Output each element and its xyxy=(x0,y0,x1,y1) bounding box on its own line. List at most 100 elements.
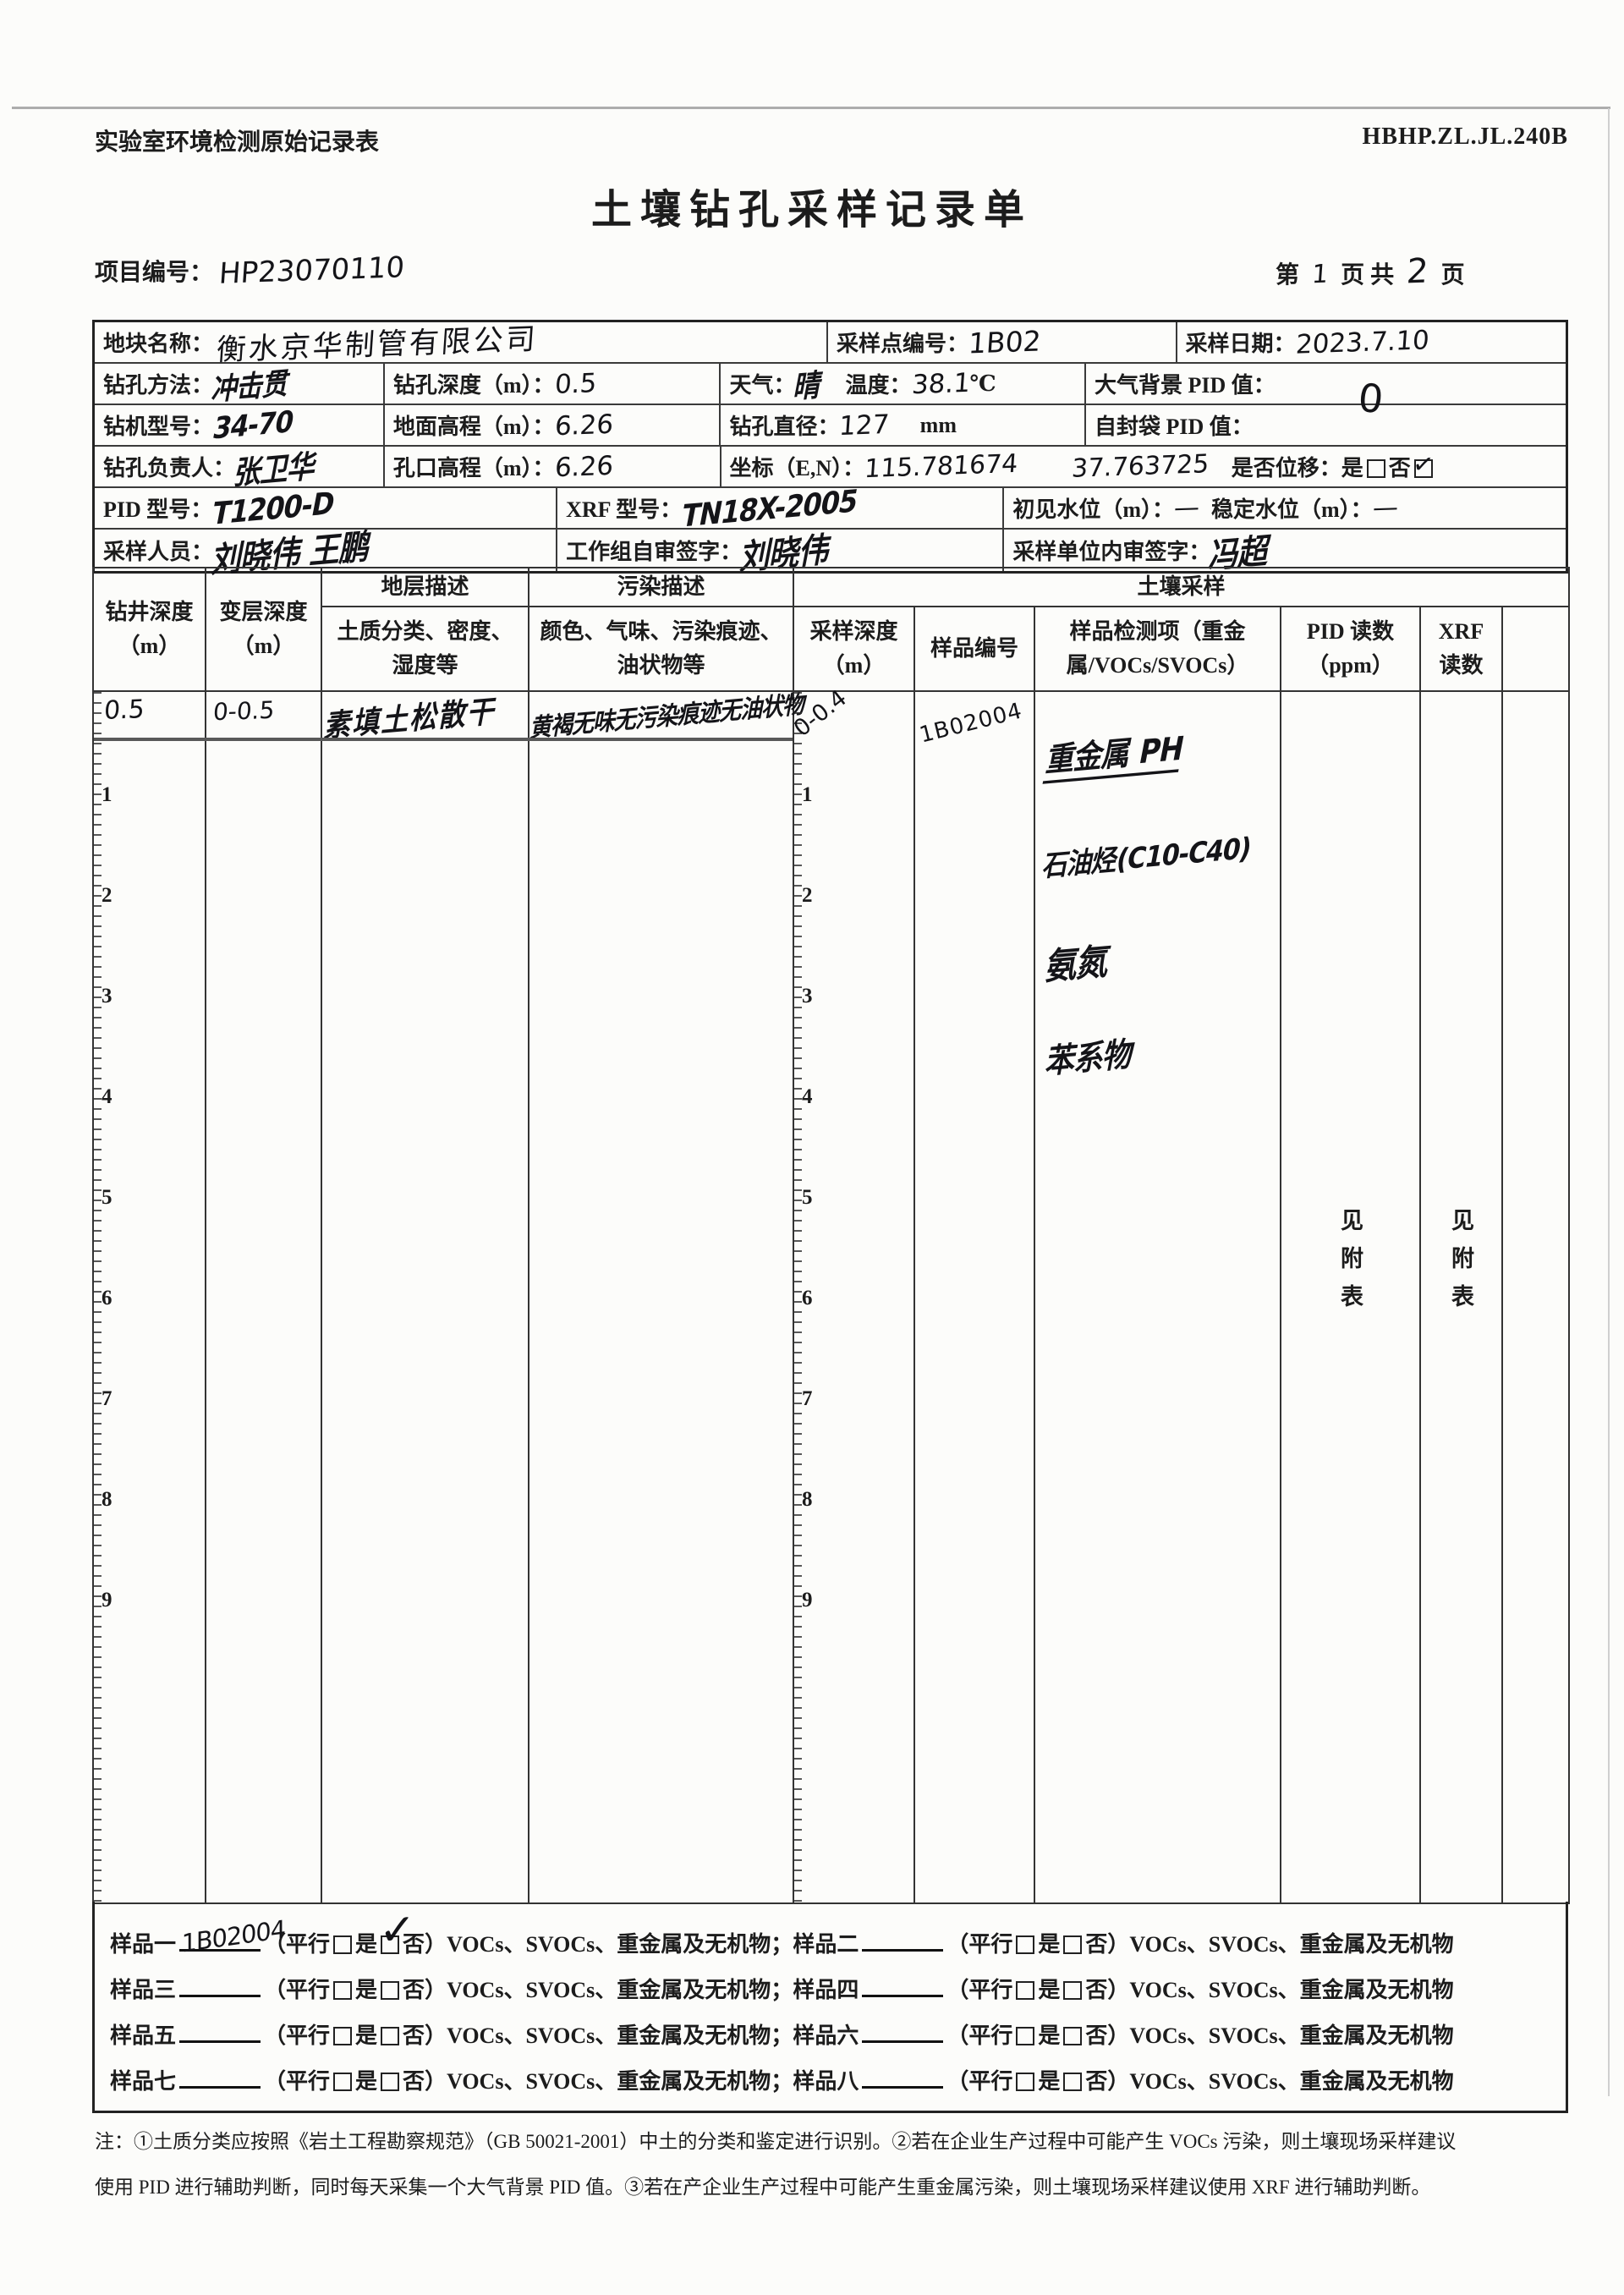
pid-model-cell: PID 型号： T1200-D xyxy=(95,485,558,531)
displacement-no-checkbox: ✓ xyxy=(1410,448,1435,480)
displacement-yes-checkbox xyxy=(1366,459,1385,478)
ground-elevation-cell: 地面高程（m）： 6.26 xyxy=(385,405,721,445)
drill-depth-value: 0.5 xyxy=(553,367,598,400)
footnote-line-2: 使用 PID 进行辅助判断，同时每天采集一个大气背景 PID 值。③若在产企业生… xyxy=(95,2177,1431,2198)
sample-7-parallel-no-checkbox xyxy=(381,2073,400,2091)
scan-artifact-top-line xyxy=(12,107,1610,109)
col-header-pollution-detail: 颜色、气味、污染痕迹、油状物等 xyxy=(528,606,794,692)
site-info-table: 地块名称： 衡水京华制管有限公司 采样点编号： 1B02 采样日期： 2023.… xyxy=(92,320,1568,580)
sample-3-parallel-yes-checkbox xyxy=(333,1981,353,2000)
drill-lead-cell: 钻孔负责人： 张卫华 xyxy=(95,447,385,491)
sample-date-cell: 采样日期： 2023.7.10 xyxy=(1185,324,1430,360)
sampling-grid: 钻井深度（m） 变层深度（m） 地层描述 污染描述 土壤采样 土质分类、密度、湿… xyxy=(92,567,1571,1904)
coordinate-e-value: 115.781674 xyxy=(863,448,1019,485)
test-item-4: 苯系物 xyxy=(1042,1035,1137,1082)
first-water-value: — xyxy=(1172,492,1201,524)
coordinate-n-value: 37.763725 xyxy=(1071,449,1210,484)
sample-5-parallel-no-checkbox xyxy=(381,2027,400,2045)
samplers-cell: 采样人员： 刘晓伟 王鹏 xyxy=(95,527,558,580)
hole-elevation-cell: 孔口高程（m）： 6.26 xyxy=(385,447,721,486)
xrf-reading-entry: 见附表 xyxy=(1448,1208,1473,1322)
sample-4-parallel-no-checkbox xyxy=(1063,1981,1083,2000)
atm-pid-cell: 大气背景 PID 值： 0 xyxy=(1094,373,1386,423)
project-number-value: HP23070110 xyxy=(217,250,406,291)
sample-date-value: 2023.7.10 xyxy=(1294,324,1430,360)
layer-depth-entry: 0-0.5 xyxy=(211,695,276,727)
layer-boundary-line xyxy=(94,738,793,741)
scan-artifact-right-line xyxy=(1608,108,1610,2096)
pid-reading-column: 见附表 xyxy=(1280,690,1421,1904)
test-item-2: 石油烃(C10-C40) xyxy=(1040,832,1254,884)
samples-checklist: 样品一 1B02004 （平行是 ✓ 否）VOCs、SVOCs、重金属及无机物；样品二（… xyxy=(92,1902,1568,2113)
page-indicator: 第 1 页 共 2 页 xyxy=(1276,251,1465,292)
sample-8-blank xyxy=(862,2064,944,2089)
sample-8-parallel-no-checkbox xyxy=(1063,2073,1083,2091)
checkmark: ✓ xyxy=(1410,448,1436,481)
drill-depth-entry: 0.5 xyxy=(102,695,145,726)
col-header-soil-sampling: 土壤采样 xyxy=(792,567,1571,607)
info-row-3: 钻机型号： 34-70 地面高程（m）： 6.26 钻孔直径： 127 mm 自… xyxy=(95,404,1566,447)
col-header-xrf-reading: XRF 读数 xyxy=(1419,606,1503,692)
pollution-column: 黄褐无味无污染痕迹无油状物 xyxy=(528,690,808,1904)
col-header-blank xyxy=(1501,606,1571,692)
sample-6-blank xyxy=(862,2018,944,2043)
sample-3-blank xyxy=(179,1973,261,1997)
sample-point-cell: 采样点编号： 1B02 xyxy=(828,322,1177,362)
col-header-layer-depth: 变层深度（m） xyxy=(205,567,322,692)
hole-diameter-cell: 钻孔直径： 127 mm xyxy=(721,405,1086,445)
sample-3-parallel-no-checkbox xyxy=(381,1981,400,2000)
test-items-column: 重金属 PH 石油烃(C10-C40) 氨氮 苯系物 xyxy=(1034,690,1281,1904)
form-code: HBHP.ZL.JL.240B xyxy=(1362,124,1568,150)
stable-water-value: — xyxy=(1371,492,1399,524)
project-number: 项目编号： HP23070110 xyxy=(95,250,405,291)
footnote-line-1: 注：①土质分类应按照《岩土工程勘察规范》（GB 50021-2001）中土的分类… xyxy=(95,2131,1457,2152)
page-total: 2 xyxy=(1405,251,1430,292)
form-series-label: 实验室环境检测原始记录表 xyxy=(95,129,380,156)
page-number: 1 xyxy=(1310,259,1330,290)
xrf-model-cell: XRF 型号： TN18X-2005 xyxy=(557,482,1005,534)
water-level-cell: 初见水位（m）： — 稳定水位（m）： — xyxy=(1012,492,1399,524)
sample-4-blank xyxy=(862,1973,944,1997)
pid-reading-entry: 见附表 xyxy=(1337,1208,1363,1322)
group-sign-cell: 工作组自审签字： 刘晓伟 xyxy=(557,530,1005,578)
info-row-2: 钻孔方法： 冲击贯 钻孔深度（m）： 0.5 天气： 晴 温度： 38.1 ℃ … xyxy=(95,364,1566,423)
sample-4-parallel-yes-checkbox xyxy=(1016,1981,1035,2000)
xrf-reading-column: 见附表 xyxy=(1419,690,1503,1904)
layer-depth-column: 0-0.5 xyxy=(205,690,322,1904)
sample-no-column: 1B02004 xyxy=(914,690,1035,1904)
sample-point-value: 1B02 xyxy=(967,324,1042,360)
atm-pid-value: 0 xyxy=(1356,374,1386,423)
test-item-3: 氨氮 xyxy=(1042,940,1113,988)
sample-2-parallel-yes-checkbox xyxy=(1016,1935,1035,1954)
internal-sign-cell: 采样单位内审签字： 冯超 xyxy=(1004,530,1566,576)
col-header-drill-depth: 钻井深度（m） xyxy=(92,567,206,692)
project-number-label: 项目编号： xyxy=(95,260,214,286)
sample-7-parallel-yes-checkbox xyxy=(333,2073,353,2091)
sample-6-parallel-yes-checkbox xyxy=(1016,2027,1035,2045)
sample-2-blank xyxy=(862,1927,944,1952)
hole-diameter-value: 127 xyxy=(838,409,891,442)
col-header-sample-depth: 采样深度（m） xyxy=(793,606,915,692)
sample-1-parallel-yes-checkbox xyxy=(333,1935,353,1954)
hole-elevation-value: 6.26 xyxy=(553,450,614,483)
col-header-stratum-detail: 土质分类、密度、湿度等 xyxy=(321,606,529,692)
rig-model-cell: 钻机型号： 34-70 xyxy=(95,404,385,446)
info-row-6: 采样人员： 刘晓伟 王鹏 工作组自审签字： 刘晓伟 采样单位内审签字： 冯超 xyxy=(95,527,1566,580)
page-title: 土壤钻孔采样记录单 xyxy=(590,188,1033,233)
col-header-pid-reading: PID 读数（ppm） xyxy=(1280,606,1421,692)
col-header-test-items: 样品检测项（重金属/VOCs/SVOCs） xyxy=(1034,606,1281,692)
drill-lead-signature: 张卫华 xyxy=(231,446,320,491)
sample-1-parallel-no-checkbox: ✓ xyxy=(379,1908,416,1954)
sample-5-blank xyxy=(179,2018,261,2043)
col-header-pollution: 污染描述 xyxy=(528,567,794,607)
sample-line-4: 样品七 （平行是否）VOCs、SVOCs、重金属及无机物；样品八 （平行是否）VOC… xyxy=(110,2059,1566,2105)
site-name-cell: 地块名称： 衡水京华制管有限公司 xyxy=(95,322,828,368)
blank-column xyxy=(1501,690,1571,1904)
depth-ruler-ticks xyxy=(94,692,102,1902)
checkmark: ✓ xyxy=(379,1905,416,1956)
sample-1-blank: 1B02004 xyxy=(179,1914,285,1958)
pollution-entry: 黄褐无味无污染痕迹无油状物 xyxy=(528,690,809,744)
